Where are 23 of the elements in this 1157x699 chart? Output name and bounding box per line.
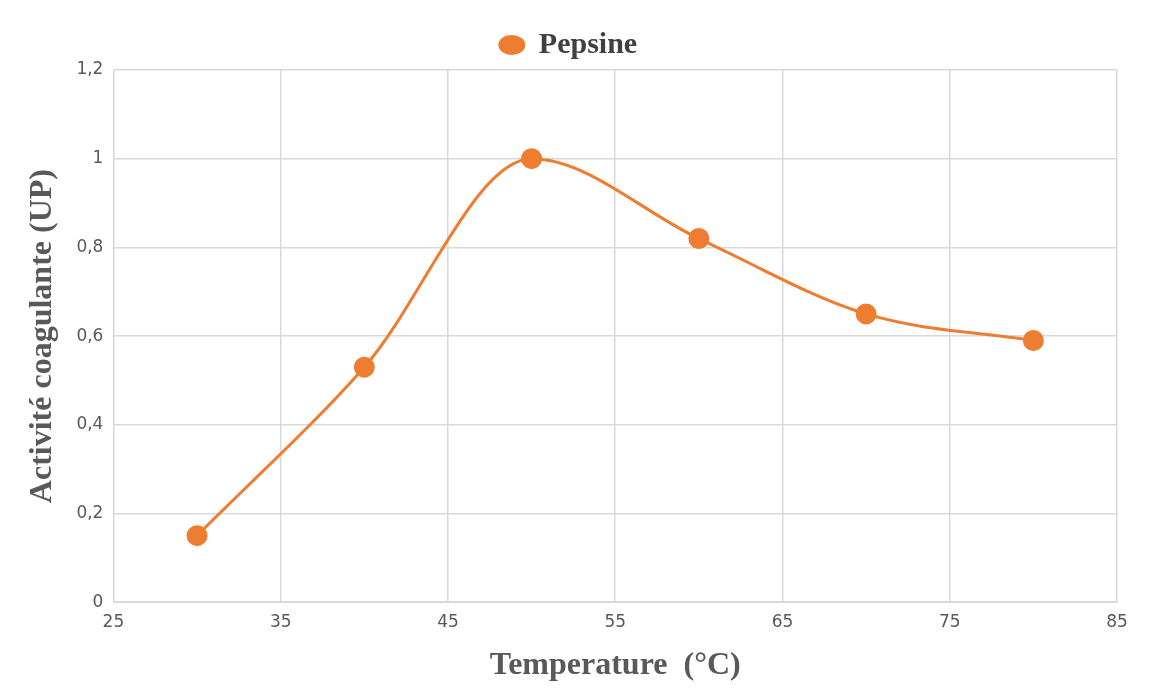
point — [688, 228, 710, 250]
y-tick-label: 0,6 — [76, 324, 104, 345]
y-tick-label: 0,8 — [76, 235, 104, 256]
y-tick-label: 0 — [92, 590, 104, 611]
point — [855, 303, 877, 325]
x-tick-label: 45 — [437, 610, 459, 631]
y-tick-label: 0,2 — [76, 501, 104, 522]
y-tick-label: 1,2 — [76, 58, 104, 79]
x-tick-label: 55 — [604, 610, 627, 631]
point — [521, 148, 543, 170]
point — [353, 356, 375, 378]
y-tick-label: 0,4 — [76, 413, 104, 434]
x-tick-label: 75 — [938, 610, 961, 631]
point — [1022, 330, 1044, 352]
x-tick-label: 65 — [771, 610, 794, 631]
y-tick-label: 1 — [92, 147, 104, 168]
legend-label: Pepsine — [538, 25, 638, 59]
x-tick-label: 35 — [269, 610, 292, 631]
point — [186, 525, 208, 547]
x-tick-label: 85 — [1106, 610, 1128, 631]
x-tick-label: 25 — [102, 610, 125, 631]
y-axis-title: Activité coagulante (UP) — [22, 169, 59, 504]
x-axis-title: Temperature (°C) — [489, 645, 741, 682]
